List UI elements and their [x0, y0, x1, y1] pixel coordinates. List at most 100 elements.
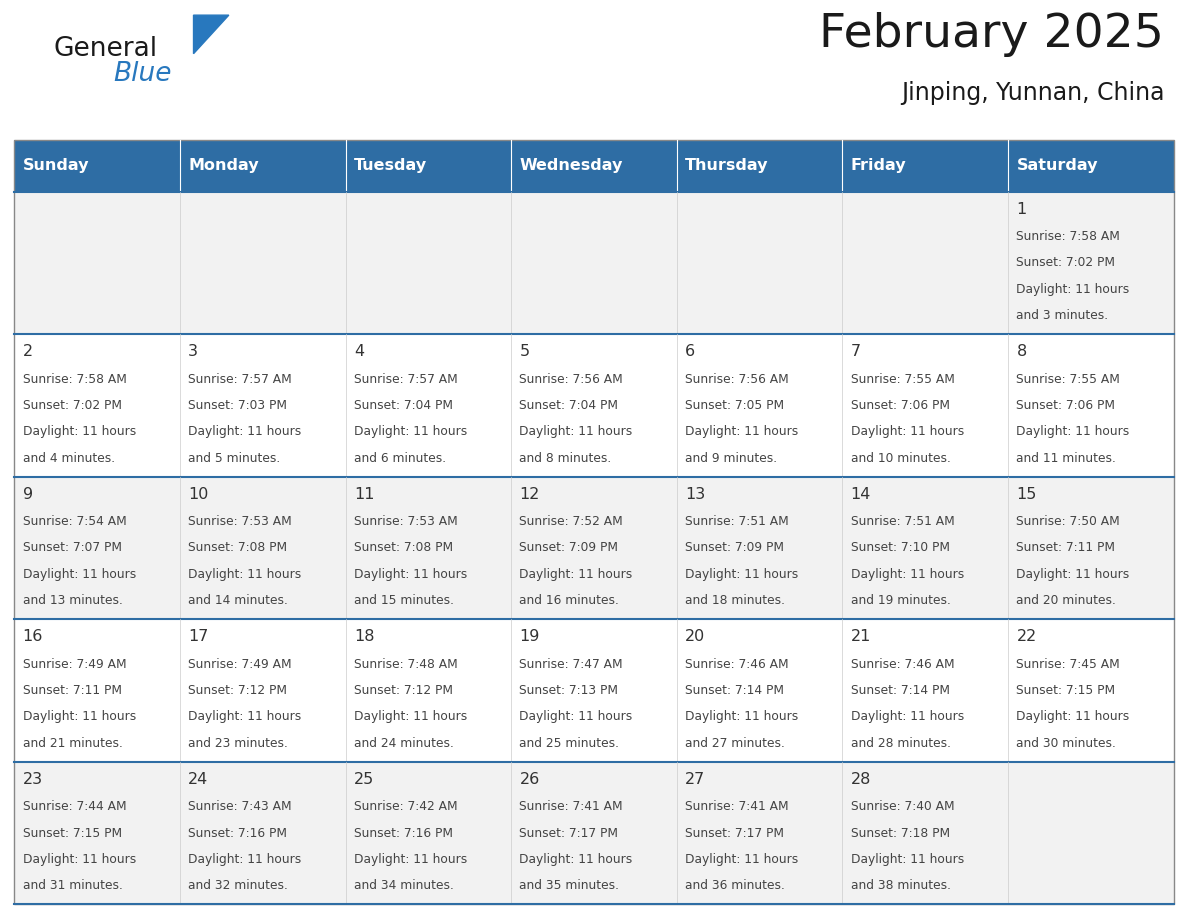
Text: Daylight: 11 hours: Daylight: 11 hours: [1017, 568, 1130, 581]
Polygon shape: [194, 15, 229, 53]
Text: and 18 minutes.: and 18 minutes.: [685, 594, 785, 607]
Text: and 21 minutes.: and 21 minutes.: [23, 737, 122, 750]
Text: Daylight: 11 hours: Daylight: 11 hours: [851, 425, 963, 438]
Text: 28: 28: [851, 772, 871, 787]
Text: Daylight: 11 hours: Daylight: 11 hours: [685, 568, 798, 581]
Bar: [346, 140, 511, 192]
Text: 7: 7: [851, 344, 861, 359]
Text: Daylight: 11 hours: Daylight: 11 hours: [354, 425, 467, 438]
Bar: [14, 192, 1174, 334]
Text: Sunrise: 7:44 AM: Sunrise: 7:44 AM: [23, 800, 126, 813]
Text: Sunset: 7:05 PM: Sunset: 7:05 PM: [685, 399, 784, 412]
Text: 20: 20: [685, 629, 706, 644]
Text: Sunrise: 7:46 AM: Sunrise: 7:46 AM: [851, 657, 954, 671]
Text: Sunset: 7:14 PM: Sunset: 7:14 PM: [851, 684, 949, 697]
Text: and 27 minutes.: and 27 minutes.: [685, 737, 785, 750]
Text: 11: 11: [354, 487, 374, 501]
Text: Daylight: 11 hours: Daylight: 11 hours: [685, 711, 798, 723]
Text: Sunrise: 7:46 AM: Sunrise: 7:46 AM: [685, 657, 789, 671]
Text: Sunrise: 7:51 AM: Sunrise: 7:51 AM: [851, 515, 954, 528]
Bar: [1009, 140, 1174, 192]
Text: Sunset: 7:02 PM: Sunset: 7:02 PM: [23, 399, 121, 412]
Text: Sunset: 7:09 PM: Sunset: 7:09 PM: [685, 542, 784, 554]
Bar: [14, 762, 1174, 904]
Bar: [677, 140, 842, 192]
Text: Sunrise: 7:53 AM: Sunrise: 7:53 AM: [354, 515, 457, 528]
Text: and 30 minutes.: and 30 minutes.: [1017, 737, 1117, 750]
Text: Sunrise: 7:48 AM: Sunrise: 7:48 AM: [354, 657, 457, 671]
Text: Sunset: 7:16 PM: Sunset: 7:16 PM: [354, 826, 453, 840]
Text: Sunrise: 7:53 AM: Sunrise: 7:53 AM: [188, 515, 292, 528]
Text: 2: 2: [23, 344, 32, 359]
Text: Daylight: 11 hours: Daylight: 11 hours: [685, 425, 798, 438]
Text: and 28 minutes.: and 28 minutes.: [851, 737, 950, 750]
Text: Sunset: 7:14 PM: Sunset: 7:14 PM: [685, 684, 784, 697]
Text: 14: 14: [851, 487, 871, 501]
Text: Daylight: 11 hours: Daylight: 11 hours: [354, 853, 467, 866]
Text: and 36 minutes.: and 36 minutes.: [685, 879, 785, 892]
Text: 10: 10: [188, 487, 209, 501]
Text: 13: 13: [685, 487, 706, 501]
Text: Sunrise: 7:40 AM: Sunrise: 7:40 AM: [851, 800, 954, 813]
Text: Sunset: 7:07 PM: Sunset: 7:07 PM: [23, 542, 121, 554]
Text: 3: 3: [188, 344, 198, 359]
Text: Sunset: 7:11 PM: Sunset: 7:11 PM: [1017, 542, 1116, 554]
Text: Monday: Monday: [188, 158, 259, 173]
Text: Daylight: 11 hours: Daylight: 11 hours: [23, 853, 135, 866]
Text: Sunrise: 7:49 AM: Sunrise: 7:49 AM: [188, 657, 292, 671]
Text: Daylight: 11 hours: Daylight: 11 hours: [188, 568, 302, 581]
Text: Sunrise: 7:41 AM: Sunrise: 7:41 AM: [519, 800, 623, 813]
Text: Sunrise: 7:41 AM: Sunrise: 7:41 AM: [685, 800, 789, 813]
Text: and 23 minutes.: and 23 minutes.: [188, 737, 287, 750]
Text: Sunset: 7:10 PM: Sunset: 7:10 PM: [851, 542, 949, 554]
Text: Daylight: 11 hours: Daylight: 11 hours: [188, 425, 302, 438]
Text: Sunset: 7:08 PM: Sunset: 7:08 PM: [354, 542, 453, 554]
Text: Sunset: 7:17 PM: Sunset: 7:17 PM: [685, 826, 784, 840]
Text: February 2025: February 2025: [820, 12, 1164, 57]
Text: Sunrise: 7:45 AM: Sunrise: 7:45 AM: [1017, 657, 1120, 671]
Text: Sunset: 7:15 PM: Sunset: 7:15 PM: [23, 826, 121, 840]
Text: Sunrise: 7:57 AM: Sunrise: 7:57 AM: [188, 373, 292, 386]
Text: and 11 minutes.: and 11 minutes.: [1017, 452, 1117, 465]
Text: Daylight: 11 hours: Daylight: 11 hours: [851, 568, 963, 581]
Text: and 8 minutes.: and 8 minutes.: [519, 452, 612, 465]
Text: Sunset: 7:15 PM: Sunset: 7:15 PM: [1017, 684, 1116, 697]
Text: Daylight: 11 hours: Daylight: 11 hours: [519, 853, 633, 866]
Text: 21: 21: [851, 629, 871, 644]
Text: Sunrise: 7:50 AM: Sunrise: 7:50 AM: [1017, 515, 1120, 528]
Text: Sunset: 7:06 PM: Sunset: 7:06 PM: [1017, 399, 1116, 412]
Text: and 10 minutes.: and 10 minutes.: [851, 452, 950, 465]
Text: and 19 minutes.: and 19 minutes.: [851, 594, 950, 607]
Text: and 9 minutes.: and 9 minutes.: [685, 452, 777, 465]
Text: Sunday: Sunday: [23, 158, 89, 173]
Text: Sunset: 7:17 PM: Sunset: 7:17 PM: [519, 826, 619, 840]
Text: Sunset: 7:12 PM: Sunset: 7:12 PM: [188, 684, 287, 697]
Text: Sunrise: 7:55 AM: Sunrise: 7:55 AM: [1017, 373, 1120, 386]
Text: Sunrise: 7:58 AM: Sunrise: 7:58 AM: [1017, 230, 1120, 243]
Text: 15: 15: [1017, 487, 1037, 501]
Text: 22: 22: [1017, 629, 1037, 644]
Text: 27: 27: [685, 772, 706, 787]
Text: Daylight: 11 hours: Daylight: 11 hours: [188, 711, 302, 723]
Text: Sunset: 7:06 PM: Sunset: 7:06 PM: [851, 399, 949, 412]
Text: 23: 23: [23, 772, 43, 787]
Text: 24: 24: [188, 772, 208, 787]
Bar: [14, 476, 1174, 619]
Text: Wednesday: Wednesday: [519, 158, 623, 173]
Text: Sunset: 7:12 PM: Sunset: 7:12 PM: [354, 684, 453, 697]
Text: Sunrise: 7:49 AM: Sunrise: 7:49 AM: [23, 657, 126, 671]
Text: Sunset: 7:08 PM: Sunset: 7:08 PM: [188, 542, 287, 554]
Text: Daylight: 11 hours: Daylight: 11 hours: [354, 711, 467, 723]
Text: Sunset: 7:04 PM: Sunset: 7:04 PM: [354, 399, 453, 412]
Text: Sunrise: 7:55 AM: Sunrise: 7:55 AM: [851, 373, 955, 386]
Text: 18: 18: [354, 629, 374, 644]
Text: and 35 minutes.: and 35 minutes.: [519, 879, 619, 892]
Text: and 15 minutes.: and 15 minutes.: [354, 594, 454, 607]
Text: Thursday: Thursday: [685, 158, 769, 173]
Text: Sunrise: 7:47 AM: Sunrise: 7:47 AM: [519, 657, 623, 671]
Text: Sunrise: 7:52 AM: Sunrise: 7:52 AM: [519, 515, 624, 528]
Text: 17: 17: [188, 629, 209, 644]
Text: Sunset: 7:04 PM: Sunset: 7:04 PM: [519, 399, 619, 412]
Text: Sunrise: 7:42 AM: Sunrise: 7:42 AM: [354, 800, 457, 813]
Text: Sunset: 7:02 PM: Sunset: 7:02 PM: [1017, 256, 1116, 269]
